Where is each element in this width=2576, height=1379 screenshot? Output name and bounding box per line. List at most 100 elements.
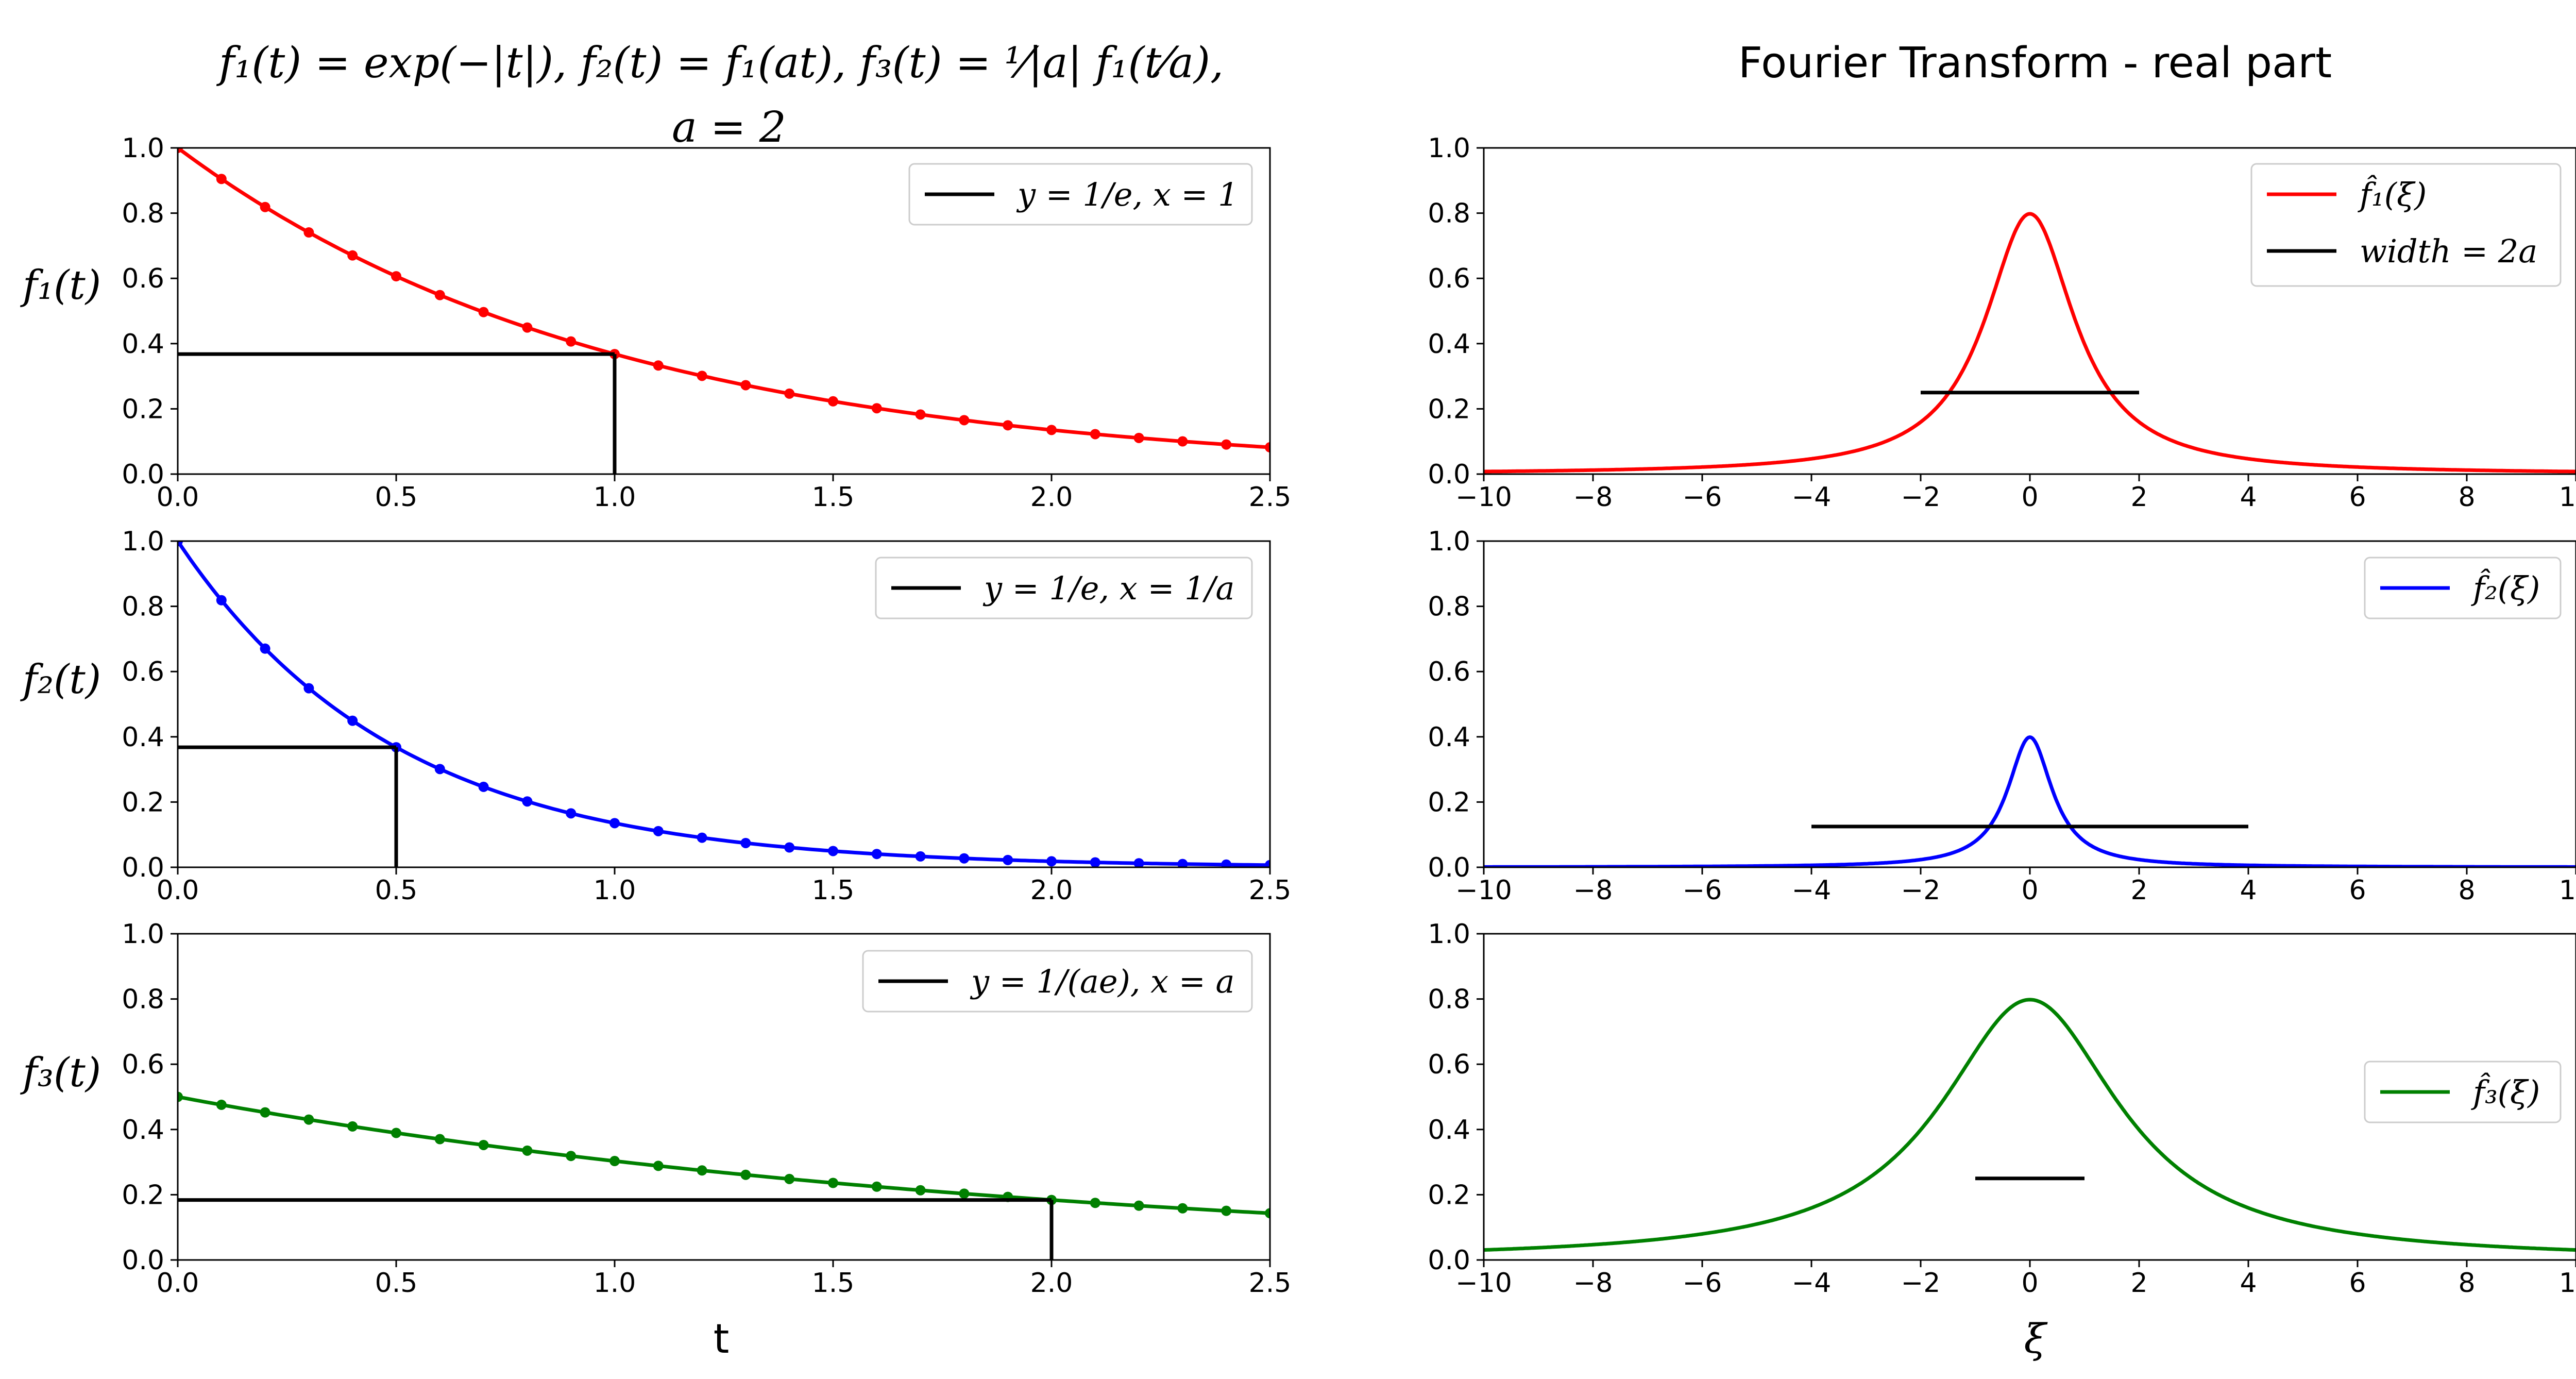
data-point xyxy=(1265,1208,1270,1219)
x-tick-label: 4 xyxy=(2240,482,2257,513)
y-tick-label: 0.8 xyxy=(1428,198,1470,229)
data-point xyxy=(1133,432,1144,443)
legend: y = 1/e, x = 1/a xyxy=(875,557,1253,619)
data-point xyxy=(1221,439,1232,450)
data-point xyxy=(260,201,270,212)
data-point xyxy=(566,808,577,819)
data-point xyxy=(1090,429,1100,440)
panel-f3: 0.0 0.5 1.0 1.5 2.0 2.5 0.0 0.2 0.4 0.6 0.8 1.0 f₃(t… xyxy=(20,919,1292,1299)
x-tick-label: 0 xyxy=(2021,1268,2038,1299)
data-point xyxy=(915,851,926,862)
x-tick-label: 2.5 xyxy=(1249,482,1292,513)
data-point xyxy=(915,1185,926,1196)
x-tick-label: −10 xyxy=(1455,1268,1512,1299)
data-point xyxy=(915,409,926,420)
legend-label: y = 1/(ae), x = a xyxy=(970,963,1234,1000)
panels: 0.0 0.5 1.0 1.5 2.0 2.5 0.0 0.2 0.4 0.6 0.8 1.0 f₁(t… xyxy=(20,133,2576,1299)
y-tick-label: 1.0 xyxy=(122,919,164,950)
y-tick-label: 1.0 xyxy=(122,133,164,164)
x-tick-label: 0 xyxy=(2021,482,2038,513)
data-point xyxy=(1221,859,1232,867)
data-point xyxy=(1003,420,1013,431)
data-point xyxy=(959,853,970,864)
y-tick-label: 0.2 xyxy=(1428,1180,1470,1210)
legend-label: f̂₁(ξ) xyxy=(2358,175,2427,213)
legend-label: f̂₂(ξ) xyxy=(2471,569,2540,607)
y-tick-label: 0.2 xyxy=(122,394,164,425)
plot-area xyxy=(178,148,1270,474)
legend-box xyxy=(908,163,1253,226)
y-tick-label: 0.4 xyxy=(1428,329,1470,360)
series-line xyxy=(1484,998,2576,1252)
x-tick-label: −6 xyxy=(1683,1268,1722,1299)
y-tick-label: 1.0 xyxy=(122,526,164,557)
data-point xyxy=(653,1161,664,1171)
data-point xyxy=(260,643,270,654)
data-point xyxy=(1221,1205,1232,1216)
data-point xyxy=(347,1121,358,1132)
data-point xyxy=(178,1091,183,1102)
data-point xyxy=(697,371,707,381)
y-tick-label: 0.0 xyxy=(122,459,164,490)
data-point xyxy=(1133,858,1144,867)
x-tick-label: −8 xyxy=(1573,875,1613,906)
axes-frame xyxy=(177,540,1271,868)
plot-area xyxy=(178,1091,1270,1260)
y-tick-label: 0.4 xyxy=(122,722,164,753)
data-point xyxy=(1133,1200,1144,1211)
data-point xyxy=(784,842,795,853)
data-point xyxy=(609,1156,620,1167)
y-tick-label: 0.4 xyxy=(1428,722,1470,753)
data-point xyxy=(828,1178,838,1188)
x-tick-label: 0.5 xyxy=(375,875,418,906)
data-point xyxy=(566,1151,577,1162)
y-tick-label: 0.8 xyxy=(1428,592,1470,623)
x-tick-label: 1.5 xyxy=(812,875,855,906)
data-point xyxy=(260,1107,270,1118)
data-point xyxy=(478,781,489,792)
x-tick-label: 10 xyxy=(2559,875,2576,906)
axes-frame xyxy=(1483,933,2576,1261)
data-point xyxy=(697,832,707,843)
legend: f̂₂(ξ) xyxy=(2364,557,2562,619)
y-tick-label: 0.6 xyxy=(122,1049,164,1080)
y-tick-label: 0.0 xyxy=(122,852,164,883)
data-point xyxy=(303,683,314,694)
data-point xyxy=(522,1145,533,1156)
data-point xyxy=(1177,859,1188,867)
x-tick-label: 2.0 xyxy=(1030,482,1073,513)
panel-F1: −10 −8 −6 −4 −2 0 2 4 6 8 10 0.0 0.2 0.4 0.6 0.8 1.0 f̂₁(… xyxy=(1428,133,2576,513)
left-title-line2: a = 2 xyxy=(672,103,786,152)
x-tick-label: 1.5 xyxy=(812,482,855,513)
data-point xyxy=(959,415,970,426)
y-axis-label: f₃(t) xyxy=(20,1050,101,1096)
axes-frame xyxy=(1483,147,2576,475)
series-line xyxy=(178,541,1270,867)
plot-area xyxy=(1484,998,2576,1252)
data-point xyxy=(566,336,577,347)
x-tick-label: 2 xyxy=(2130,482,2147,513)
x-tick-label: −8 xyxy=(1573,1268,1613,1299)
x-tick-label: 0.0 xyxy=(157,1268,199,1299)
y-tick-label: 0.2 xyxy=(122,1180,164,1210)
y-tick-label: 0.6 xyxy=(122,263,164,294)
data-point xyxy=(303,227,314,238)
x-tick-label: −10 xyxy=(1455,482,1512,513)
x-tick-label: 6 xyxy=(2349,482,2366,513)
panel-F2: −10 −8 −6 −4 −2 0 2 4 6 8 10 0.0 0.2 0.4 0.6 0.8 1.0 f̂₂(… xyxy=(1428,526,2576,906)
x-tick-label: 8 xyxy=(2458,482,2475,513)
x-tick-label: 6 xyxy=(2349,1268,2366,1299)
data-point xyxy=(871,403,882,414)
legend: f̂₁(ξ) width = 2a xyxy=(2250,163,2562,287)
data-point xyxy=(303,1114,314,1125)
x-tick-label: −8 xyxy=(1573,482,1613,513)
axes-frame xyxy=(177,933,1271,1261)
x-tick-label: 10 xyxy=(2559,482,2576,513)
y-tick-label: 0.6 xyxy=(1428,263,1470,294)
x-tick-label: 0.5 xyxy=(375,1268,418,1299)
x-tick-label: −6 xyxy=(1683,875,1722,906)
x-tick-label: 2.0 xyxy=(1030,875,1073,906)
data-point xyxy=(1090,1198,1100,1208)
legend: f̂₃(ξ) xyxy=(2364,1061,2562,1123)
x-tick-label: 8 xyxy=(2458,1268,2475,1299)
